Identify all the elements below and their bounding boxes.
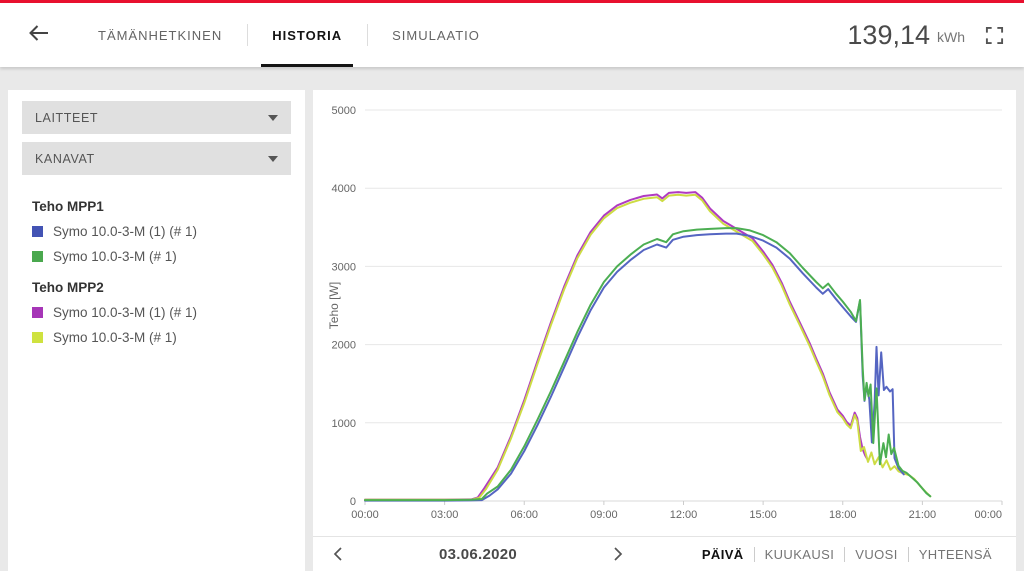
y-axis-tick-label: 4000 [332, 183, 356, 195]
legend-item[interactable]: Symo 10.0-3-M (# 1) [32, 249, 291, 264]
total-energy-unit: kWh [937, 29, 965, 45]
header-total: 139,14 kWh [847, 20, 1024, 51]
date-navigator: 03.06.2020 [323, 546, 633, 563]
legend-group-title: Teho MPP1 [32, 199, 104, 214]
legend-item-label: Symo 10.0-3-M (1) (# 1) [53, 305, 198, 320]
previous-day-button[interactable] [323, 546, 353, 562]
x-axis-tick-label: 00:00 [351, 509, 379, 521]
legend-item-label: Symo 10.0-3-M (# 1) [53, 330, 177, 345]
legend-color-swatch [32, 226, 43, 237]
legend-color-swatch [32, 307, 43, 318]
x-axis-tick-label: 03:00 [431, 509, 459, 521]
legend-item[interactable]: Symo 10.0-3-M (1) (# 1) [32, 224, 291, 239]
channels-dropdown[interactable]: KANAVAT [22, 142, 291, 175]
tab-label: HISTORIA [272, 27, 343, 43]
chart-area: 0 1000 2000 3000 4000 5000 00:00 03:00 06:00 09:0… [313, 90, 1016, 536]
date-navigation-bar: 03.06.2020 PÄIVÄ KUUKAUSI VUOSI YHTEENSÄ [313, 537, 1016, 571]
back-arrow-icon [28, 24, 49, 47]
app-header: TÄMÄNHETKINEN HISTORIA SIMULAATIO 139,14… [0, 0, 1024, 67]
legend-item[interactable]: Symo 10.0-3-M (# 1) [32, 330, 291, 345]
legend-item-label: Symo 10.0-3-M (1) (# 1) [53, 224, 198, 239]
x-axis-tick-label: 18:00 [829, 509, 857, 521]
tab-tamanhetkinen[interactable]: TÄMÄNHETKINEN [73, 3, 247, 67]
chevron-left-icon [333, 547, 342, 561]
tab-label: SIMULAATIO [392, 27, 480, 43]
tab-historia[interactable]: HISTORIA [247, 3, 367, 67]
period-yhteensa[interactable]: YHTEENSÄ [918, 546, 992, 562]
total-energy-value: 139,14 [847, 19, 930, 50]
period-switcher: PÄIVÄ KUUKAUSI VUOSI YHTEENSÄ [692, 546, 1002, 562]
divider [753, 546, 755, 562]
channels-dropdown-label: KANAVAT [35, 151, 95, 166]
selected-date[interactable]: 03.06.2020 [438, 545, 518, 563]
y-axis-tick-label: 1000 [332, 418, 356, 430]
sidebar: LAITTEET KANAVAT Teho MPP1 Symo 10.0-3-M … [8, 90, 305, 571]
y-axis-tick-label: 0 [350, 496, 356, 508]
y-axis-title: Teho [W] [327, 282, 341, 329]
tab-simulaatio[interactable]: SIMULAATIO [367, 3, 505, 67]
period-paiva[interactable]: PÄIVÄ [701, 546, 744, 562]
chart-panel: 0 1000 2000 3000 4000 5000 00:00 03:00 06:00 09:0… [313, 90, 1016, 571]
fullscreen-icon [985, 26, 1004, 44]
back-button[interactable] [28, 24, 49, 47]
x-axis-tick-label: 21:00 [909, 509, 937, 521]
legend-item-label: Symo 10.0-3-M (# 1) [53, 249, 177, 264]
period-kuukausi[interactable]: KUUKAUSI [764, 546, 835, 562]
legend-color-swatch [32, 251, 43, 262]
divider [313, 536, 1016, 537]
main-content: LAITTEET KANAVAT Teho MPP1 Symo 10.0-3-M … [0, 67, 1024, 571]
devices-dropdown-label: LAITTEET [35, 110, 99, 125]
series-line [364, 232, 905, 502]
period-vuosi[interactable]: VUOSI [855, 546, 898, 562]
chart-legend: Teho MPP1 Symo 10.0-3-M (1) (# 1) Symo 10.… [22, 199, 291, 345]
divider [844, 546, 846, 562]
chevron-right-icon [614, 547, 623, 561]
chevron-down-icon [268, 115, 278, 126]
power-line-chart: 0 1000 2000 3000 4000 5000 00:00 03:00 06:00 09:0… [327, 105, 1003, 521]
x-axis-tick-label: 09:00 [590, 509, 618, 521]
series-line [364, 227, 932, 502]
series-line [364, 193, 932, 501]
tab-label: TÄMÄNHETKINEN [98, 27, 223, 43]
devices-dropdown[interactable]: LAITTEET [22, 101, 291, 134]
x-axis-tick-label: 15:00 [749, 509, 777, 521]
x-axis-tick-label: 12:00 [670, 509, 698, 521]
next-day-button[interactable] [603, 546, 633, 562]
legend-item[interactable]: Symo 10.0-3-M (1) (# 1) [32, 305, 291, 320]
divider [907, 546, 909, 562]
legend-group-title: Teho MPP2 [32, 280, 104, 295]
x-axis-tick-label: 06:00 [510, 509, 538, 521]
series-line [364, 191, 869, 501]
x-axis-tick-label: 00:00 [974, 509, 1002, 521]
chevron-down-icon [268, 156, 278, 167]
fullscreen-button[interactable] [985, 26, 1004, 45]
y-axis-tick-label: 2000 [332, 340, 356, 352]
y-axis-tick-label: 5000 [332, 105, 356, 117]
y-axis-tick-label: 3000 [332, 261, 356, 273]
header-tabs: TÄMÄNHETKINEN HISTORIA SIMULAATIO [73, 3, 505, 67]
legend-color-swatch [32, 332, 43, 343]
